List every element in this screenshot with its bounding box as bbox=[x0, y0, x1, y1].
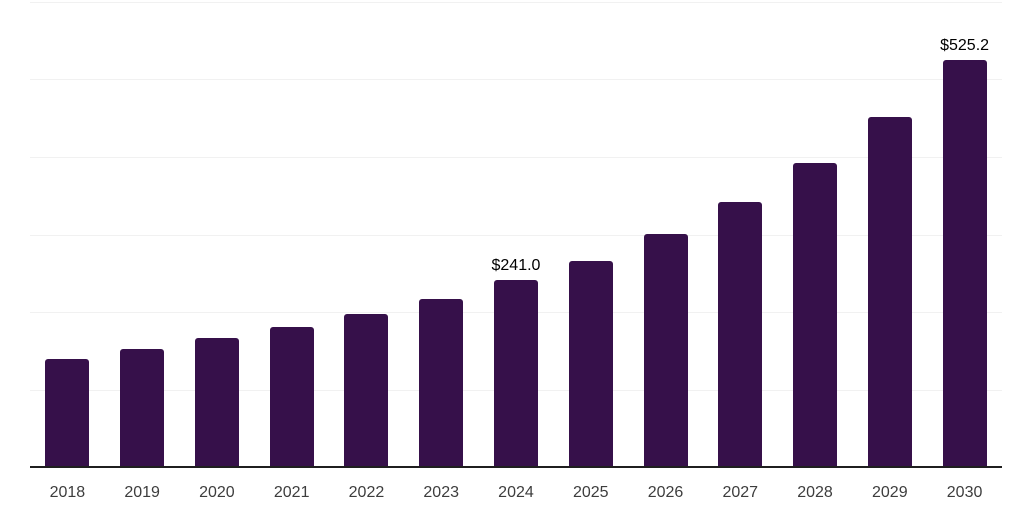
gridline bbox=[30, 2, 1002, 3]
x-axis-tick-label-2026: 2026 bbox=[647, 484, 684, 501]
gridline bbox=[30, 79, 1002, 81]
bar-2019 bbox=[120, 348, 165, 467]
x-axis-line bbox=[30, 466, 1002, 468]
bar-group-2027 bbox=[703, 2, 778, 467]
x-axis-tick-label-2020: 2020 bbox=[199, 484, 235, 501]
x-axis-tick-label-2024: 2024 bbox=[498, 484, 534, 501]
gridline bbox=[30, 234, 1002, 236]
x-axis-tick-label-2027: 2027 bbox=[722, 484, 759, 501]
bar-2022 bbox=[344, 313, 389, 467]
bar-group-2021 bbox=[254, 2, 329, 467]
bar-2030 bbox=[942, 59, 987, 467]
bar-2020 bbox=[194, 338, 239, 467]
bar-group-2018 bbox=[30, 2, 105, 467]
x-axis-tick-label-2030: 2030 bbox=[946, 484, 983, 501]
bar-group-2023 bbox=[404, 2, 479, 467]
x-axis-labels: 2018 2019 2020 2021 2022 2023 2024 2025 2026 2027… bbox=[30, 483, 1002, 502]
bar-group-2025 bbox=[553, 2, 628, 467]
bar-2025 bbox=[568, 260, 613, 467]
bar-group-2026 bbox=[628, 2, 703, 467]
bar-group-2028 bbox=[778, 2, 853, 467]
bar-2023 bbox=[419, 298, 464, 467]
x-axis-tick-label-2019: 2019 bbox=[124, 484, 160, 501]
x-axis-tick-label-2021: 2021 bbox=[273, 484, 310, 501]
bar-2018 bbox=[45, 358, 90, 467]
gridline bbox=[30, 156, 1002, 158]
bar-2027 bbox=[718, 202, 763, 467]
bars-layer: $241.0 $525.2 bbox=[30, 2, 1002, 467]
bar-group-2029 bbox=[852, 2, 927, 467]
x-axis-tick-label-2023: 2023 bbox=[423, 484, 459, 501]
bar-2028 bbox=[793, 163, 838, 467]
x-axis-tick-label-2025: 2025 bbox=[572, 484, 609, 501]
x-axis-tick-label-2018: 2018 bbox=[49, 484, 86, 501]
bar-2026 bbox=[643, 234, 688, 467]
x-axis-tick-label-2028: 2028 bbox=[797, 484, 833, 501]
plot-area: $241.0 $525.2 bbox=[30, 2, 1002, 467]
bar-group-2024: $241.0 bbox=[479, 2, 554, 467]
bar-value-label-2030: $525.2 bbox=[940, 36, 990, 54]
bar-group-2019 bbox=[105, 2, 180, 467]
x-axis-tick-label-2029: 2029 bbox=[872, 484, 908, 501]
bar-group-2030: $525.2 bbox=[927, 2, 1002, 467]
bar-group-2022 bbox=[329, 2, 404, 467]
bar-2024 bbox=[493, 280, 538, 467]
bar-2021 bbox=[269, 326, 314, 467]
x-axis-tick-label-2022: 2022 bbox=[348, 484, 385, 501]
bar-group-2020 bbox=[180, 2, 255, 467]
bar-value-label-2024: $241.0 bbox=[491, 257, 541, 275]
bar-2029 bbox=[867, 117, 912, 467]
